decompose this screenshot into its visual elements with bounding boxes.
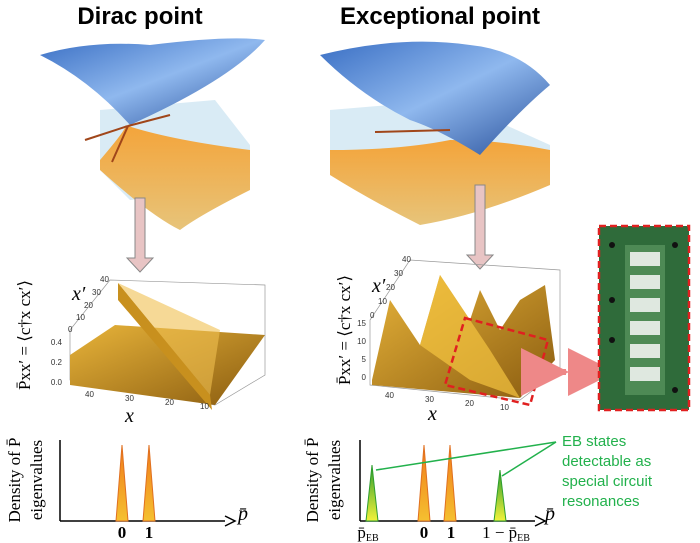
note: EB states bbox=[562, 433, 626, 450]
exceptional-surface bbox=[320, 41, 550, 225]
tick-label: 40 bbox=[402, 255, 411, 264]
tick-label: 0.2 bbox=[51, 358, 63, 367]
title: Dirac point bbox=[77, 3, 202, 30]
tick-label: 1 bbox=[447, 523, 456, 542]
axis-label: x bbox=[427, 403, 437, 425]
pointer-line bbox=[501, 441, 557, 477]
tick-label: p̄EB bbox=[357, 523, 379, 543]
tick-label: 40 bbox=[85, 390, 94, 399]
tick-label: 30 bbox=[425, 395, 434, 404]
plot-3d bbox=[69, 279, 266, 410]
note: detectable as bbox=[562, 453, 651, 470]
tick-label: 10 bbox=[500, 403, 509, 412]
tick-label: 15 bbox=[357, 319, 366, 328]
axis-label: P̄xx′ = ⟨c†x cx′⟩ bbox=[15, 280, 34, 390]
density-plot bbox=[59, 440, 237, 527]
tick-label: 0.0 bbox=[51, 378, 63, 387]
tick-sub: EB bbox=[366, 533, 379, 543]
tick-label: 20 bbox=[465, 399, 474, 408]
tick-label: 40 bbox=[100, 275, 109, 284]
pointer-line bbox=[375, 441, 557, 471]
tick-main: 1 − p̄ bbox=[482, 523, 517, 542]
axis-label: P̄xx′ = ⟨c†x cx′⟩ bbox=[335, 275, 354, 385]
axis-label: eigenvalues bbox=[325, 440, 344, 520]
tick-sub: EB bbox=[517, 533, 530, 543]
tick-label: 0 bbox=[420, 523, 429, 542]
axis-label: x′ bbox=[371, 275, 386, 297]
density-plot bbox=[359, 440, 547, 527]
tick-label: 10 bbox=[76, 313, 85, 322]
tick-label: 20 bbox=[165, 398, 174, 407]
dirac-cone bbox=[40, 38, 265, 230]
note: special circuit bbox=[562, 473, 653, 490]
axis-label: x bbox=[124, 405, 134, 427]
tick-label: 0 bbox=[362, 373, 367, 382]
tick-label: 20 bbox=[84, 301, 93, 310]
tick-label: 30 bbox=[92, 288, 101, 297]
circuit-board bbox=[597, 224, 691, 412]
tick-label: 20 bbox=[386, 283, 395, 292]
axis-label: p̄ bbox=[236, 503, 248, 525]
plot-3d bbox=[369, 259, 561, 407]
axis-label: eigenvalues bbox=[27, 440, 46, 520]
tick-label: 30 bbox=[125, 394, 134, 403]
tick-main: p̄ bbox=[357, 523, 366, 542]
tick-label: 5 bbox=[362, 355, 367, 364]
tick-label: 1 bbox=[145, 523, 154, 542]
tick-label: 10 bbox=[200, 402, 209, 411]
tick-label: 10 bbox=[378, 297, 387, 306]
tick-label: 0 bbox=[118, 523, 127, 542]
tick-label: 10 bbox=[357, 337, 366, 346]
axis-label: Density of P̄ bbox=[303, 438, 322, 523]
tick-label: 0 bbox=[370, 311, 375, 320]
title: Exceptional point bbox=[340, 3, 540, 30]
tick-label: 40 bbox=[385, 391, 394, 400]
note: resonances bbox=[562, 493, 640, 510]
arrow bbox=[465, 184, 495, 270]
tick-label: 0.4 bbox=[51, 338, 63, 347]
arrow bbox=[125, 197, 155, 273]
tick-label: 30 bbox=[394, 269, 403, 278]
tick-label: 0 bbox=[68, 325, 73, 334]
tick-label: 1 − p̄EB bbox=[482, 523, 530, 543]
axis-label: p̄ bbox=[543, 503, 555, 525]
axis-label: x′ bbox=[71, 283, 86, 305]
axis-label: Density of P̄ bbox=[5, 438, 24, 523]
